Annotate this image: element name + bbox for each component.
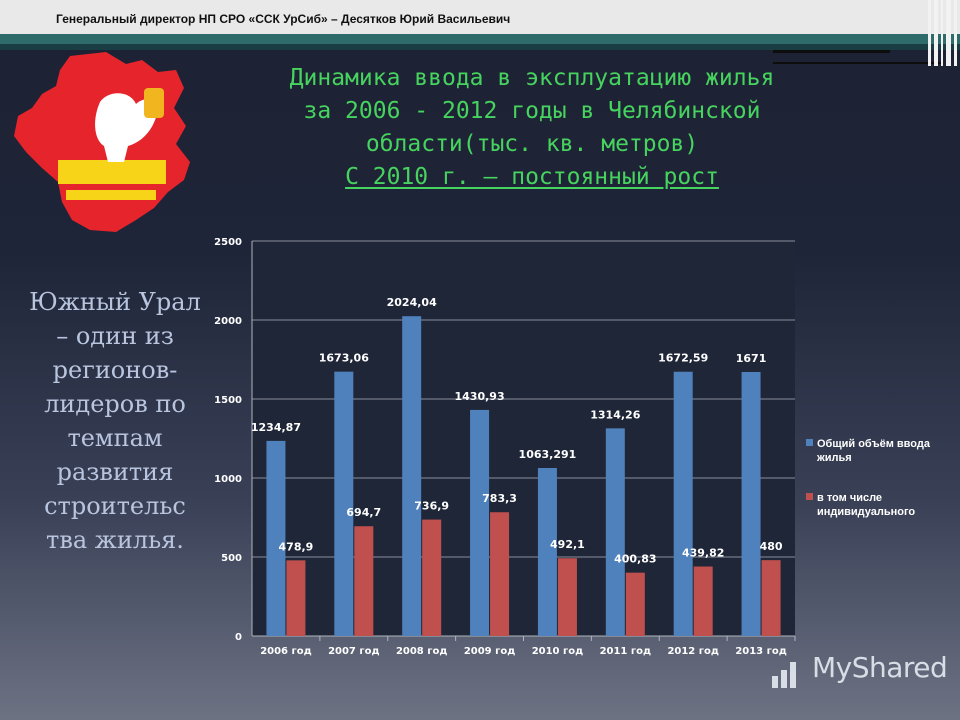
bar-individual	[422, 519, 442, 636]
bar-individual	[354, 526, 374, 636]
data-label: 492,1	[550, 538, 585, 551]
data-label: 1671	[736, 352, 767, 365]
x-tick-label: 2013 год	[735, 646, 786, 657]
data-label: 1673,06	[319, 352, 369, 365]
bar-individual	[286, 560, 306, 636]
data-label: 2024,04	[387, 296, 437, 309]
decorative-stripes	[926, 0, 960, 66]
header-text: Генеральный директор НП СРО «ССК УрСиб» …	[56, 12, 511, 26]
bar-total	[741, 371, 761, 636]
slide-subtitle: С 2010 г. – постоянный рост	[345, 164, 719, 190]
watermark-icon	[772, 662, 796, 688]
y-tick-label: 2000	[214, 316, 242, 327]
bar-individual	[490, 512, 510, 636]
y-tick-label: 1500	[214, 395, 242, 406]
data-label: 783,3	[482, 492, 517, 505]
bar-individual	[761, 560, 781, 636]
legend-label: жилья	[816, 452, 852, 464]
bar-total	[673, 371, 693, 636]
decorative-line-2	[773, 62, 943, 64]
data-label: 1063,291	[519, 448, 577, 461]
y-tick-label: 2500	[214, 237, 242, 248]
data-label: 1314,26	[590, 408, 640, 421]
legend-label: Общий объём ввода	[817, 438, 931, 450]
plot-area	[252, 241, 795, 636]
legend-label: в том числе	[817, 492, 882, 504]
title-line-2: за 2006 - 2012 годы в Челябинской	[303, 98, 761, 124]
header-band-dark	[0, 44, 960, 50]
data-label: 736,9	[414, 500, 449, 513]
x-tick-label: 2009 год	[464, 646, 515, 657]
x-tick-label: 2012 год	[667, 646, 718, 657]
y-tick-label: 1000	[214, 474, 242, 485]
bar-total	[334, 371, 354, 636]
data-label: 1234,87	[251, 421, 301, 434]
region-emblem-logo	[14, 52, 190, 232]
bar-total	[605, 428, 625, 636]
title-line-1: Динамика ввода в эксплуатацию жилья	[289, 65, 775, 91]
bar-individual	[625, 572, 645, 636]
watermark-text: MyShared	[812, 651, 948, 684]
legend-label: индивидуального	[817, 506, 915, 518]
data-label: 400,83	[614, 553, 656, 566]
x-tick-label: 2008 год	[396, 646, 447, 657]
side-caption: Южный Урал – один из регионов-лидеров по…	[29, 288, 201, 554]
x-tick-label: 2010 год	[532, 646, 583, 657]
bar-total	[470, 409, 490, 636]
legend-swatch	[806, 493, 813, 500]
y-tick-label: 500	[221, 553, 242, 564]
header-bar: Генеральный директор НП СРО «ССК УрСиб» …	[0, 0, 960, 34]
bar-total	[266, 440, 286, 636]
title-line-3: области(тыс. кв. метров)	[365, 131, 699, 157]
bar-individual	[557, 558, 577, 636]
decorative-line	[773, 50, 890, 53]
y-tick-label: 0	[235, 632, 242, 643]
legend-swatch	[806, 439, 813, 446]
data-label: 478,9	[279, 540, 314, 553]
data-label: 1430,93	[455, 390, 505, 403]
data-label: 694,7	[346, 506, 381, 519]
header-band	[0, 34, 960, 44]
x-tick-label: 2006 год	[260, 646, 311, 657]
bar-total	[402, 316, 422, 636]
data-label: 480	[760, 540, 783, 553]
x-tick-label: 2011 год	[600, 646, 651, 657]
x-tick-label: 2007 год	[328, 646, 379, 657]
slide-title: Динамика ввода в эксплуатацию жилья за 2…	[262, 62, 802, 194]
data-label: 1672,59	[658, 352, 708, 365]
bar-total	[537, 468, 557, 636]
data-label: 439,82	[682, 547, 724, 560]
bar-individual	[693, 566, 713, 636]
